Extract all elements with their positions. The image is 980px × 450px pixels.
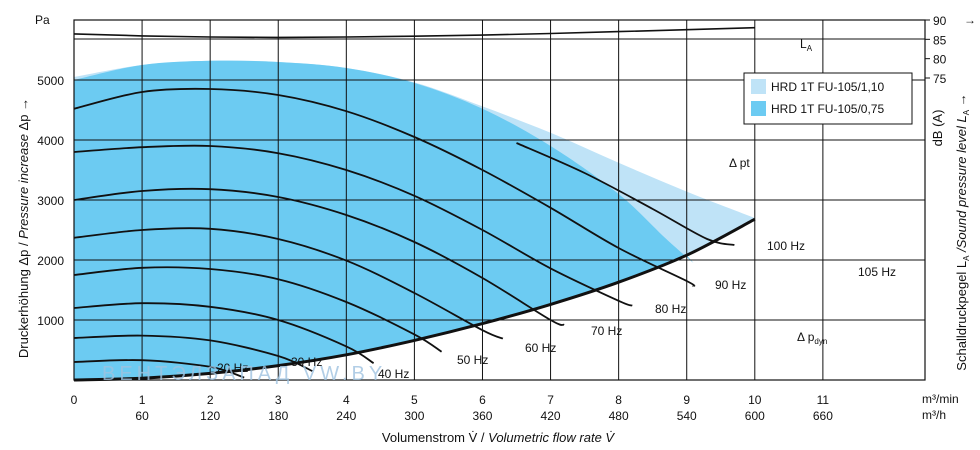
sound-level-curve xyxy=(73,26,755,39)
x-tick-m3h: 540 xyxy=(677,409,697,423)
y-unit: Pa xyxy=(35,13,50,27)
axes: 0 1 2 3 4 5 6 7 8 9 10 11 60 120 180 240 300 360 420 480 540… xyxy=(16,13,976,445)
y-tick: 5000 xyxy=(37,74,64,88)
x-tick-m3min: 6 xyxy=(479,393,486,407)
y-tick: 3000 xyxy=(37,194,64,208)
x-tick-m3min: 8 xyxy=(615,393,622,407)
y-axis-title: Druckerhöhung Δp / Pressure increase Δp … xyxy=(16,98,31,358)
x-tick-m3min: 7 xyxy=(547,393,554,407)
freq-label: 80 Hz xyxy=(655,302,686,316)
x-tick-m3h: 360 xyxy=(472,409,492,423)
x-tick-m3h: 300 xyxy=(404,409,424,423)
legend-label: HRD 1T FU-105/0,75 xyxy=(771,102,884,116)
freq-label: 100 Hz xyxy=(767,239,805,253)
x-tick-m3h: 240 xyxy=(336,409,356,423)
legend-box xyxy=(743,72,913,125)
x-tick-m3min: 0 xyxy=(71,393,78,407)
x-tick-m3h: 480 xyxy=(609,409,629,423)
x-tick-m3min: 1 xyxy=(139,393,146,407)
db-tick: 90 xyxy=(933,14,947,28)
freq-label: 60 Hz xyxy=(525,341,556,355)
annotation-delta-pt: Δ pt xyxy=(729,156,750,170)
frequency-curves xyxy=(73,26,756,382)
x-tick-m3min: 10 xyxy=(748,393,762,407)
y-tick: 1000 xyxy=(37,314,64,328)
x-tick-m3h: 60 xyxy=(135,409,149,423)
legend-swatch xyxy=(751,101,766,116)
freq-label: 20 Hz xyxy=(217,361,248,375)
x-tick-m3min: 2 xyxy=(207,393,214,407)
curve-30-hz xyxy=(73,334,313,372)
freq-label: 70 Hz xyxy=(591,324,622,338)
legend-swatch xyxy=(751,79,766,94)
x-tick-m3h: 660 xyxy=(813,409,833,423)
x-tick-m3h: 600 xyxy=(745,409,765,423)
la-label: LA xyxy=(800,37,813,53)
x-unit-bottom: m³/h xyxy=(922,408,946,422)
x-tick-m3min: 3 xyxy=(275,393,282,407)
x-tick-m3min: 11 xyxy=(817,393,830,407)
watermark: ВЕНТЭЛЗАПАД VW.BY xyxy=(102,363,386,385)
db-tick: 80 xyxy=(933,53,947,67)
y-tick: 2000 xyxy=(37,254,64,268)
x-tick-m3min: 5 xyxy=(411,393,418,407)
x-tick-m3h: 420 xyxy=(541,409,561,423)
annotation-105hz: 105 Hz xyxy=(858,265,896,279)
x-axis-title: Volumenstrom V̇ / Volumetric flow rate V… xyxy=(382,430,615,445)
right-axis-title: Schalldruckpegel LA /Sound pressure leve… xyxy=(954,93,971,370)
curve-40-hz xyxy=(73,302,375,364)
curve-70-hz xyxy=(73,187,565,326)
x-tick-m3min: 9 xyxy=(683,393,690,407)
db-tick: 75 xyxy=(933,72,947,86)
freq-label: 30 Hz xyxy=(291,355,322,369)
labels: 20 Hz 30 Hz 40 Hz 50 Hz 60 Hz 70 Hz 80 Hz 90 Hz… xyxy=(217,37,896,381)
x-unit-top: m³/min xyxy=(922,392,959,406)
x-tick-m3min: 4 xyxy=(343,393,350,407)
db-arrow: → xyxy=(964,13,976,27)
curve-100-hz xyxy=(516,142,735,246)
curve-50-hz xyxy=(73,266,443,353)
freq-label: 40 Hz xyxy=(378,367,409,381)
legend-label: HRD 1T FU-105/1,10 xyxy=(771,80,884,94)
curve-80-hz xyxy=(73,144,633,307)
y-tick: 4000 xyxy=(37,134,64,148)
db-unit-label: dB (A) xyxy=(930,110,945,147)
x-tick-m3h: 180 xyxy=(268,409,288,423)
annotation-delta-pdyn: Δ pdyn xyxy=(797,330,827,346)
x-tick-m3h: 120 xyxy=(200,409,220,423)
db-tick: 85 xyxy=(933,33,947,47)
freq-label: 50 Hz xyxy=(457,353,488,367)
legend[interactable]: HRD 1T FU-105/1,10 HRD 1T FU-105/0,75 xyxy=(743,72,913,125)
grid xyxy=(73,19,926,381)
system-curve xyxy=(73,217,756,382)
freq-label: 90 Hz xyxy=(715,278,746,292)
curve-90-hz xyxy=(73,87,696,288)
